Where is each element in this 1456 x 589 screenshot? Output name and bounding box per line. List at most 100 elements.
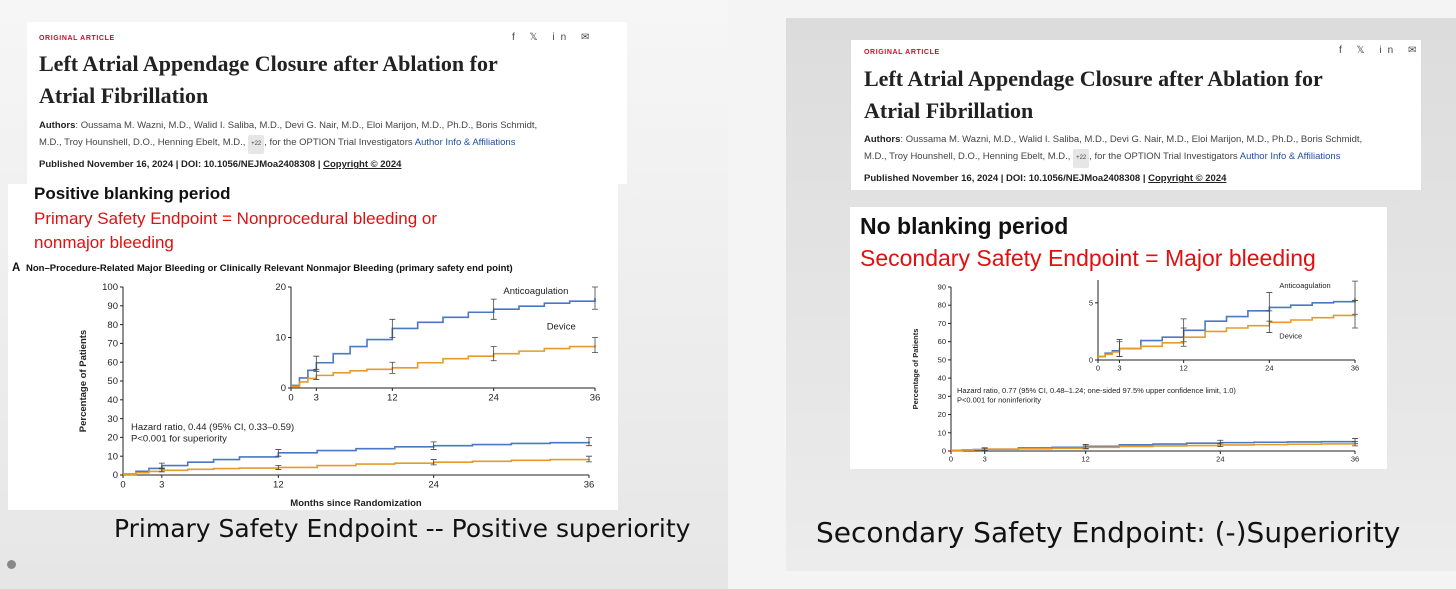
publication-info-right: Published November 16, 2024 | DOI: 10.10… bbox=[864, 173, 1226, 184]
main-y-tick-label: 30 bbox=[938, 392, 946, 401]
main-error-bar bbox=[430, 459, 437, 466]
inset-x-tick-label: 0 bbox=[1096, 364, 1100, 373]
main-error-bar bbox=[586, 455, 592, 463]
main-error-bar bbox=[430, 441, 437, 450]
author-list-right: Authors: Oussama M. Wazni, M.D., Walid I… bbox=[864, 131, 1424, 168]
main-series-device bbox=[123, 458, 590, 476]
inset-y-tick-label: 0 bbox=[1089, 356, 1093, 365]
publication-info: Published November 16, 2024 | DOI: 10.10… bbox=[39, 159, 401, 170]
main-y-tick-label: 60 bbox=[938, 337, 946, 346]
p-value-annotation: P<0.001 for noninferiority bbox=[957, 396, 1041, 405]
inset-error-bar bbox=[389, 361, 396, 374]
article-kicker: ORIGINAL ARTICLE bbox=[39, 35, 115, 42]
inset-y-tick-label: 5 bbox=[1089, 298, 1093, 307]
y-axis-label: Percentage of Patients bbox=[911, 329, 920, 410]
more-authors-button[interactable]: +22 bbox=[248, 135, 265, 154]
main-x-tick-label: 3 bbox=[983, 455, 987, 464]
secondary-endpoint-note: Secondary Safety Endpoint = Major bleedi… bbox=[860, 245, 1316, 271]
inset-x-tick-label: 3 bbox=[1117, 364, 1121, 373]
authors-line1: : Oussama M. Wazni, M.D., Walid I. Salib… bbox=[75, 120, 538, 131]
secondary-safety-km-chart: 0 3 12 24 36 0 10 20 30 40 50 60 70 80 90 0 3 12 24 36 0 5 Ant… bbox=[911, 280, 1359, 464]
inset-x-tick-label: 36 bbox=[590, 393, 601, 404]
main-y-tick-label: 90 bbox=[107, 301, 118, 312]
inset-x-tick-label: 12 bbox=[1179, 364, 1187, 373]
right-slide-caption: Secondary Safety Endpoint: (-)Superiorit… bbox=[816, 516, 1401, 549]
authors-line2b: , for the OPTION Trial Investigators bbox=[264, 137, 413, 148]
hazard-ratio-annotation: Hazard ratio, 0.77 (95% CI, 0.48–1.24; o… bbox=[957, 386, 1236, 395]
article-title-line1: Left Atrial Appendage Closure after Abla… bbox=[39, 51, 498, 76]
blanking-note-heading: Positive blanking period bbox=[34, 184, 231, 203]
author-affiliations-link-right[interactable]: Author Info & Affiliations bbox=[1239, 151, 1341, 162]
inset-error-bar bbox=[1266, 310, 1273, 333]
article-title-right-line1: Left Atrial Appendage Closure after Abla… bbox=[864, 66, 1323, 91]
inset-error-bar bbox=[592, 286, 598, 310]
inset-series-device bbox=[291, 345, 596, 388]
main-y-tick-label: 20 bbox=[107, 433, 118, 444]
slide-indicator-dot[interactable] bbox=[7, 560, 16, 569]
authors-line2a: M.D., Troy Hounshell, D.O., Henning Ebel… bbox=[39, 137, 246, 148]
main-error-bar bbox=[586, 437, 592, 447]
published-date-doi: Published November 16, 2024 | DOI: 10.10… bbox=[39, 159, 321, 170]
right-slide-panel: ORIGINAL ARTICLE f 𝕏 in ✉ Left Atrial Ap… bbox=[786, 18, 1456, 571]
inset-series-anticoagulation bbox=[291, 298, 596, 387]
primary-endpoint-note: Primary Safety Endpoint = Nonprocedural … bbox=[34, 207, 437, 255]
main-x-tick-label: 36 bbox=[584, 480, 595, 491]
author-list: Authors: Oussama M. Wazni, M.D., Walid I… bbox=[39, 117, 619, 154]
main-y-tick-label: 30 bbox=[107, 414, 118, 425]
main-error-bar bbox=[275, 465, 282, 470]
inset-series-anticoagulation bbox=[1098, 298, 1356, 358]
main-error-bar bbox=[158, 462, 165, 469]
inset-x-tick-label: 0 bbox=[288, 393, 293, 404]
inset-x-tick-label: 24 bbox=[488, 393, 499, 404]
more-authors-button-right[interactable]: +22 bbox=[1073, 149, 1090, 168]
legend-anticoagulation: Anticoagulation bbox=[1279, 281, 1330, 290]
p-value-annotation: P<0.001 for superiority bbox=[131, 434, 227, 445]
inset-error-bar bbox=[1180, 327, 1187, 347]
authors-label: Authors bbox=[39, 120, 76, 131]
main-y-tick-label: 50 bbox=[107, 376, 118, 387]
inset-series-device bbox=[1098, 314, 1356, 358]
author-affiliations-link[interactable]: Author Info & Affiliations bbox=[414, 137, 516, 148]
article-kicker-right: ORIGINAL ARTICLE bbox=[864, 49, 940, 56]
main-y-tick-label: 80 bbox=[938, 301, 946, 310]
inset-error-bar bbox=[490, 346, 497, 362]
main-y-tick-label: 90 bbox=[938, 283, 946, 292]
inset-error-bar bbox=[592, 337, 598, 354]
inset-y-tick-label: 10 bbox=[275, 333, 286, 344]
figure-card bbox=[8, 184, 618, 510]
figure-card-right bbox=[850, 207, 1387, 469]
inset-error-bar bbox=[389, 318, 396, 338]
main-y-tick-label: 80 bbox=[107, 320, 118, 331]
authors-right-line2b: , for the OPTION Trial Investigators bbox=[1089, 151, 1238, 162]
main-x-tick-label: 36 bbox=[1351, 455, 1359, 464]
main-y-tick-label: 0 bbox=[113, 470, 118, 481]
inset-y-tick-label: 0 bbox=[281, 383, 286, 394]
main-y-tick-label: 60 bbox=[107, 357, 118, 368]
main-y-tick-label: 0 bbox=[942, 447, 946, 456]
hazard-ratio-annotation: Hazard ratio, 0.44 (95% CI, 0.33–0.59) bbox=[131, 422, 294, 433]
main-y-tick-label: 100 bbox=[102, 282, 118, 293]
inset-y-tick-label: 20 bbox=[275, 282, 286, 293]
inset-x-tick-label: 24 bbox=[1265, 364, 1273, 373]
article-title-right: Left Atrial Appendage Closure after Abla… bbox=[864, 63, 1323, 127]
copyright-link-right[interactable]: Copyright © 2024 bbox=[1148, 173, 1227, 184]
main-x-tick-label: 12 bbox=[1081, 455, 1089, 464]
main-x-tick-label: 3 bbox=[159, 480, 164, 491]
main-y-tick-label: 10 bbox=[938, 428, 946, 437]
share-icons[interactable]: f 𝕏 in ✉ bbox=[512, 32, 596, 43]
main-error-bar bbox=[275, 449, 282, 457]
main-series-device bbox=[951, 443, 1356, 452]
inset-error-bar bbox=[490, 298, 497, 320]
inset-x-tick-label: 3 bbox=[314, 393, 319, 404]
main-y-tick-label: 20 bbox=[938, 410, 946, 419]
x-axis-label: Months since Randomization bbox=[290, 498, 422, 509]
inset-x-tick-label: 12 bbox=[387, 393, 398, 404]
legend-anticoagulation: Anticoagulation bbox=[503, 286, 568, 297]
copyright-link[interactable]: Copyright © 2024 bbox=[323, 159, 402, 170]
main-x-tick-label: 0 bbox=[949, 455, 953, 464]
chart-title: Non–Procedure-Related Major Bleeding or … bbox=[26, 263, 513, 274]
main-error-bar bbox=[1217, 442, 1224, 448]
inset-x-tick-label: 36 bbox=[1351, 364, 1359, 373]
main-error-bar bbox=[1352, 441, 1358, 447]
share-icons-right[interactable]: f 𝕏 in ✉ bbox=[1339, 45, 1423, 56]
